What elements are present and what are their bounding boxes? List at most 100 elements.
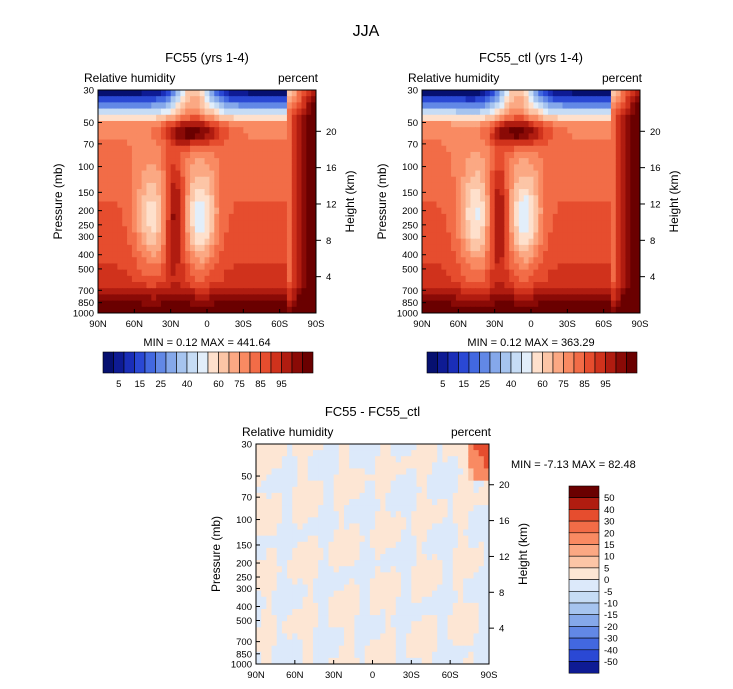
contour-cell: [533, 170, 539, 178]
contour-cell: [194, 189, 201, 196]
contour-cell: [577, 102, 583, 110]
contour-cell: [122, 158, 128, 165]
contour-cell: [591, 127, 597, 134]
contour-cell: [338, 639, 345, 647]
contour-cell: [436, 90, 442, 97]
contour-cell: [484, 139, 491, 147]
contour-cell: [311, 306, 316, 313]
contour-cell: [385, 633, 392, 641]
contour-cell: [406, 572, 412, 580]
contour-cell: [364, 541, 371, 549]
contour-cell: [625, 300, 631, 308]
contour-cell: [156, 170, 162, 178]
contour-cell: [307, 541, 314, 549]
contour-cell: [219, 195, 225, 203]
contour-cell: [136, 120, 143, 128]
contour-cell: [572, 96, 578, 103]
contour-cell: [141, 189, 148, 196]
contour-cell: [267, 275, 273, 283]
contour-cell: [297, 578, 304, 586]
contour-cell: [306, 139, 312, 147]
contour-cell: [146, 263, 152, 271]
contour-cell: [577, 257, 583, 265]
contour-cell: [262, 127, 269, 134]
contour-cell: [596, 127, 602, 134]
contour-cell: [219, 127, 225, 134]
contour-cell: [267, 238, 273, 246]
contour-cell: [452, 492, 459, 500]
contour-cell: [156, 120, 162, 128]
contour-cell: [333, 505, 340, 512]
contour-cell: [223, 182, 230, 190]
contour-cell: [311, 133, 316, 141]
contour-cell: [436, 102, 442, 110]
contour-cell: [286, 244, 293, 252]
contour-cell: [287, 511, 293, 518]
season-title: JJA: [353, 23, 380, 40]
contour-cell: [426, 213, 433, 221]
contour-cell: [277, 114, 283, 122]
contour-cell: [165, 244, 172, 252]
contour-cell: [180, 238, 186, 246]
contour-cell: [533, 127, 539, 134]
contour-cell: [480, 139, 486, 147]
contour-cell: [446, 96, 452, 103]
contour-cell: [199, 151, 206, 159]
contour-cell: [190, 195, 196, 203]
contour-cell: [267, 207, 273, 215]
contour-cell: [375, 602, 381, 610]
contour-cell: [416, 609, 423, 616]
contour-cell: [620, 182, 627, 190]
contour-cell: [127, 294, 133, 302]
contour-cell: [432, 584, 438, 592]
y-tick-label: 300: [78, 232, 94, 243]
contour-cell: [117, 288, 123, 296]
contour-cell: [635, 133, 640, 141]
contour-cell: [209, 120, 215, 128]
contour-cell: [426, 499, 433, 506]
contour-cell: [160, 269, 167, 277]
contour-cell: [518, 108, 525, 116]
contour-cell: [581, 251, 588, 258]
contour-cell: [606, 195, 612, 203]
contour-cell: [480, 151, 486, 159]
contour-cell: [518, 300, 525, 308]
contour-cell: [136, 294, 143, 302]
contour-cell: [204, 102, 211, 110]
contour-cell: [296, 120, 303, 128]
contour-cell: [328, 486, 335, 494]
contour-cell: [238, 238, 244, 246]
contour-cell: [276, 474, 283, 482]
contour-cell: [107, 102, 114, 110]
contour-cell: [281, 450, 288, 457]
contour-cell: [151, 158, 157, 165]
contour-cell: [306, 108, 312, 116]
contour-cell: [281, 511, 288, 518]
contour-cell: [460, 251, 467, 258]
contour-cell: [127, 213, 133, 221]
contour-cell: [194, 226, 201, 234]
contour-cell: [442, 535, 449, 543]
contour-cell: [318, 541, 324, 549]
contour-cell: [238, 306, 244, 313]
contour-cell: [478, 462, 485, 470]
contour-cell: [523, 189, 530, 196]
contour-cell: [552, 213, 559, 221]
contour-cell: [286, 114, 293, 122]
contour-cell: [601, 189, 607, 196]
legend-swatch: [573, 351, 585, 374]
contour-cell: [615, 145, 622, 153]
contour-cell: [446, 139, 452, 147]
contour-cell: [112, 195, 118, 203]
contour-cell: [494, 90, 501, 97]
contour-cell: [301, 189, 307, 196]
contour-cell: [421, 499, 428, 506]
contour-cell: [552, 170, 559, 178]
contour-cell: [436, 244, 442, 252]
contour-cell: [296, 189, 303, 196]
contour-cell: [344, 511, 350, 518]
contour-cell: [473, 554, 480, 561]
contour-cell: [416, 596, 423, 604]
contour-cell: [451, 189, 457, 196]
contour-cell: [146, 114, 152, 122]
